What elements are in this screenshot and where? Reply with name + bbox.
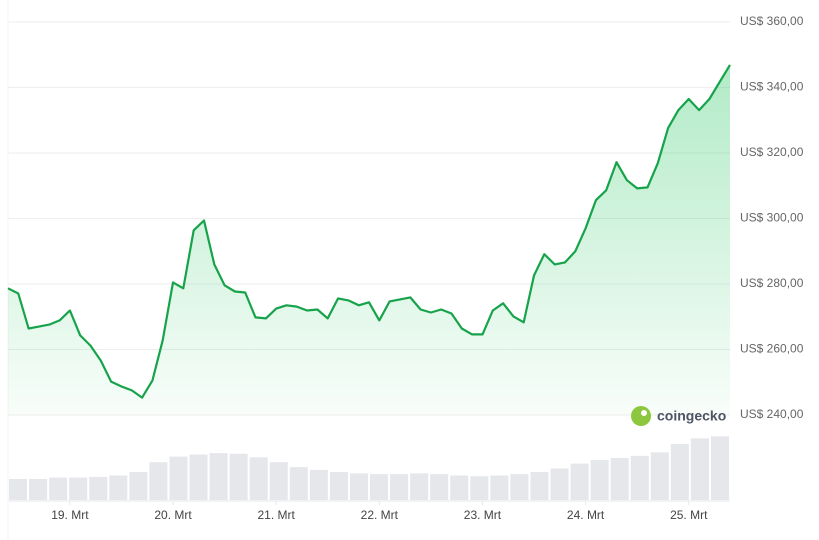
volume-bar [570, 463, 589, 500]
volume-bar [29, 479, 48, 500]
y-tick-label: US$ 300,00 [740, 211, 804, 225]
volume-bar [370, 474, 389, 500]
volume-bar [390, 474, 409, 500]
price-line [7, 64, 731, 399]
volume-bar [109, 475, 128, 500]
volume-bar [309, 469, 328, 500]
volume-bar [430, 474, 449, 500]
volume-bar [209, 453, 228, 500]
volume-bar [610, 458, 629, 500]
y-tick-label: US$ 280,00 [740, 276, 804, 290]
volume-bar [349, 473, 368, 500]
volume-bar [129, 472, 148, 500]
volume-bar [9, 479, 28, 500]
volume-bar [470, 476, 489, 500]
x-tick-label: 19. Mrt [51, 508, 89, 522]
volume-bar [450, 475, 469, 500]
x-tick-label: 20. Mrt [154, 508, 192, 522]
volume-bar [670, 444, 689, 500]
y-tick-label: US$ 340,00 [740, 80, 804, 94]
price-area [8, 64, 730, 416]
volume-bar [149, 462, 168, 500]
x-tick-label: 23. Mrt [464, 508, 502, 522]
volume-bar [329, 472, 348, 500]
volume-bar [249, 457, 268, 500]
volume-bar [69, 477, 88, 500]
volume-bar [49, 477, 68, 500]
volume-bar [229, 453, 248, 500]
x-tick-label: 21. Mrt [257, 508, 295, 522]
volume-bar [289, 467, 308, 500]
logo-icon [631, 406, 651, 426]
volume-bar [650, 452, 669, 500]
y-tick-label: US$ 260,00 [740, 342, 804, 356]
y-tick-label: US$ 240,00 [740, 407, 804, 421]
volume-bar [490, 475, 509, 500]
volume-bar [89, 476, 108, 500]
volume-bar [189, 454, 208, 500]
volume-bar [410, 473, 429, 500]
watermark: coingecko [657, 408, 726, 424]
volume-bar [690, 438, 709, 500]
x-tick-label: 22. Mrt [361, 508, 399, 522]
volume-bar [590, 460, 609, 500]
x-tick-label: 24. Mrt [567, 508, 605, 522]
volume-bar [550, 468, 569, 500]
y-tick-label: US$ 360,00 [740, 14, 804, 28]
volume-bar [510, 474, 529, 500]
volume-bar [710, 436, 729, 500]
x-tick-label: 25. Mrt [670, 508, 708, 522]
volume-bar [269, 462, 288, 500]
logo: coingecko [631, 406, 726, 426]
logo-eye [641, 410, 647, 416]
volume-bar [169, 456, 188, 500]
volume-bar [530, 472, 549, 500]
y-tick-label: US$ 320,00 [740, 145, 804, 159]
volume-bar [630, 455, 649, 500]
